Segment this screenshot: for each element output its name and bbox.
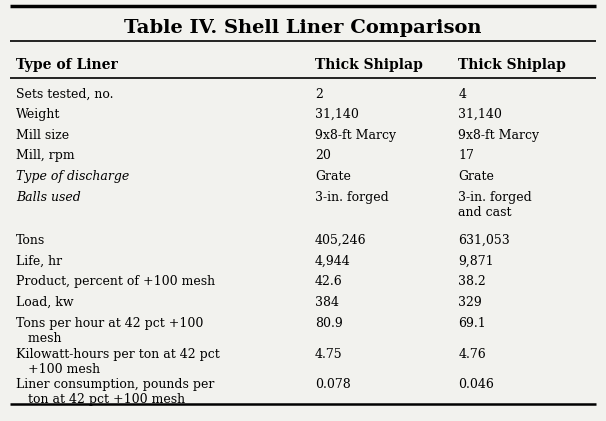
Text: 17: 17 <box>458 149 474 163</box>
Text: 31,140: 31,140 <box>315 108 359 121</box>
Text: Balls used: Balls used <box>16 191 81 204</box>
Text: Mill, rpm: Mill, rpm <box>16 149 75 163</box>
Text: 4.76: 4.76 <box>458 347 486 360</box>
Text: Thick Shiplap: Thick Shiplap <box>315 58 423 72</box>
Text: 0.046: 0.046 <box>458 378 494 392</box>
Text: 9x8-ft Marcy: 9x8-ft Marcy <box>458 129 539 142</box>
Text: 3-in. forged: 3-in. forged <box>315 191 388 204</box>
Text: Load, kw: Load, kw <box>16 296 74 309</box>
Text: 0.078: 0.078 <box>315 378 351 392</box>
Text: Life, hr: Life, hr <box>16 255 62 268</box>
Text: 4: 4 <box>458 88 467 101</box>
Text: Table IV. Shell Liner Comparison: Table IV. Shell Liner Comparison <box>124 19 482 37</box>
Text: 38.2: 38.2 <box>458 275 486 288</box>
Text: 329: 329 <box>458 296 482 309</box>
Text: 9,871: 9,871 <box>458 255 494 268</box>
Text: Weight: Weight <box>16 108 61 121</box>
Text: Mill size: Mill size <box>16 129 69 142</box>
Text: 631,053: 631,053 <box>458 234 510 247</box>
Text: 405,246: 405,246 <box>315 234 367 247</box>
Text: 31,140: 31,140 <box>458 108 502 121</box>
Text: Sets tested, no.: Sets tested, no. <box>16 88 113 101</box>
Text: 69.1: 69.1 <box>458 317 486 330</box>
Text: Tons per hour at 42 pct +100
   mesh: Tons per hour at 42 pct +100 mesh <box>16 317 204 344</box>
Text: Thick Shiplap: Thick Shiplap <box>458 58 566 72</box>
Text: Kilowatt-hours per ton at 42 pct
   +100 mesh: Kilowatt-hours per ton at 42 pct +100 me… <box>16 347 220 376</box>
Text: 80.9: 80.9 <box>315 317 343 330</box>
Text: Grate: Grate <box>315 170 351 183</box>
Text: Type of discharge: Type of discharge <box>16 170 129 183</box>
Text: Type of Liner: Type of Liner <box>16 58 118 72</box>
Text: 4,944: 4,944 <box>315 255 351 268</box>
Text: 4.75: 4.75 <box>315 347 342 360</box>
Text: 9x8-ft Marcy: 9x8-ft Marcy <box>315 129 396 142</box>
Text: 384: 384 <box>315 296 339 309</box>
Text: 2: 2 <box>315 88 323 101</box>
Text: Product, percent of +100 mesh: Product, percent of +100 mesh <box>16 275 215 288</box>
Text: 20: 20 <box>315 149 331 163</box>
Text: Tons: Tons <box>16 234 45 247</box>
Text: 42.6: 42.6 <box>315 275 343 288</box>
Text: Grate: Grate <box>458 170 494 183</box>
Text: Liner consumption, pounds per
   ton at 42 pct +100 mesh: Liner consumption, pounds per ton at 42 … <box>16 378 215 406</box>
Text: 3-in. forged
and cast: 3-in. forged and cast <box>458 191 532 218</box>
